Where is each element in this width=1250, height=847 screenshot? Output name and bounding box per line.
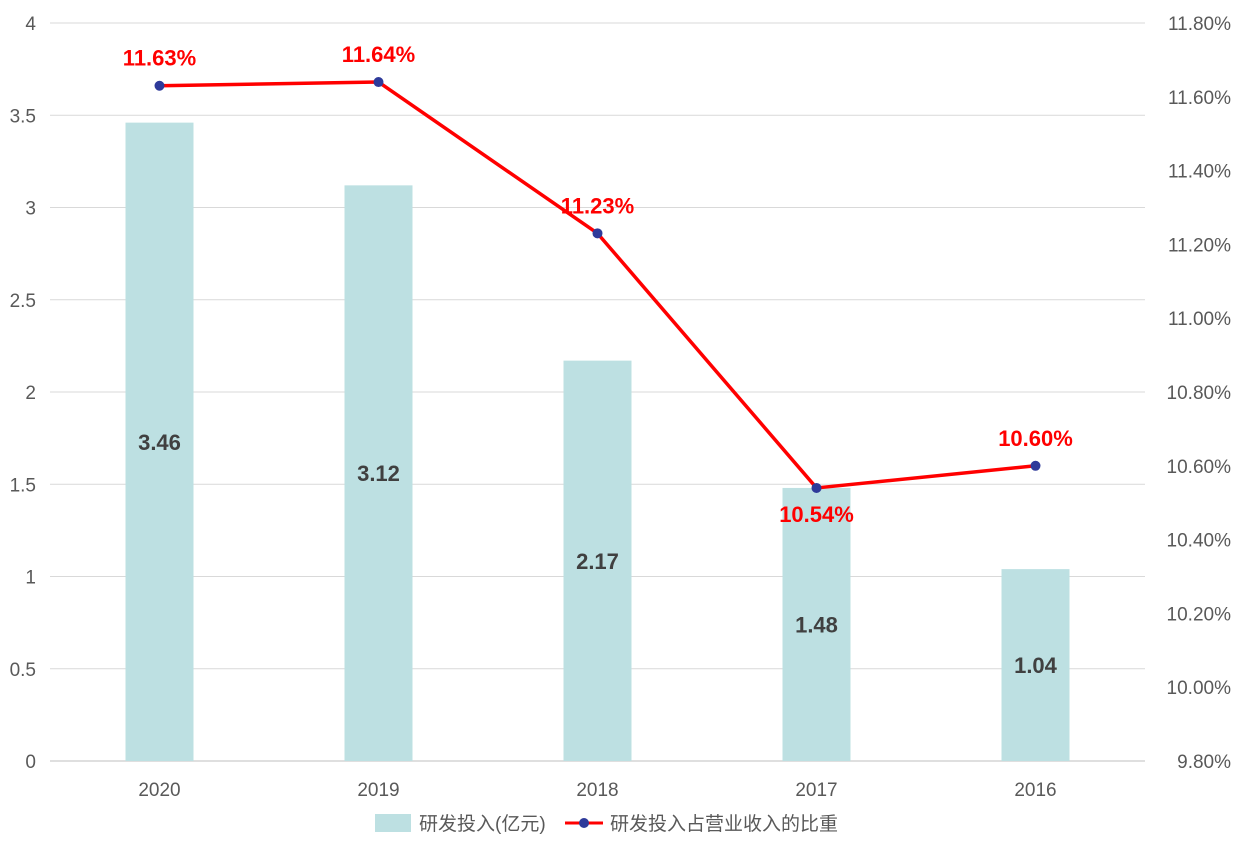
left-tick-label: 1 — [25, 568, 36, 589]
line-point — [592, 228, 603, 239]
right-tick-label: 10.60% — [1167, 457, 1232, 478]
left-tick-label: 4 — [25, 14, 36, 35]
x-tick-label: 2020 — [138, 780, 180, 801]
left-tick-label: 0 — [25, 752, 36, 773]
bar-series — [125, 122, 1070, 762]
bar-data-labels: 3.46 3.12 2.17 1.48 1.04 — [138, 430, 1058, 678]
x-tick-label: 2017 — [795, 780, 837, 801]
right-tick-label: 11.00% — [1168, 309, 1231, 330]
line-point — [1030, 460, 1041, 471]
line-point — [154, 80, 165, 91]
right-tick-label: 11.80% — [1168, 14, 1231, 35]
right-tick-label: 11.40% — [1168, 162, 1231, 183]
right-axis-ticks: 9.80% 10.00% 10.20% 10.40% 10.60% 10.80% 11.00… — [1167, 14, 1232, 773]
bar — [1001, 569, 1070, 761]
right-tick-label: 11.60% — [1168, 88, 1231, 109]
left-tick-label: 2.5 — [10, 291, 36, 312]
left-tick-label: 0.5 — [10, 660, 36, 681]
line-value-label: 11.64% — [342, 42, 415, 67]
right-tick-label: 9.80% — [1177, 752, 1231, 773]
x-axis-ticks: 2020 2019 2018 2017 2016 — [138, 780, 1056, 801]
right-tick-label: 10.20% — [1167, 604, 1232, 625]
left-axis-ticks: 0 0.5 1 1.5 2 2.5 3 3.5 4 — [10, 14, 37, 773]
x-tick-label: 2019 — [357, 780, 399, 801]
bar-value-label: 3.46 — [138, 430, 181, 455]
line-data-labels: 11.63% 11.64% 11.23% 10.54% 10.60% — [123, 42, 1073, 527]
line-value-label: 10.54% — [779, 502, 854, 527]
left-tick-label: 3 — [25, 199, 36, 220]
x-tick-label: 2018 — [576, 780, 618, 801]
right-tick-label: 10.80% — [1167, 383, 1232, 404]
x-tick-label: 2016 — [1014, 780, 1056, 801]
bar — [125, 122, 194, 761]
line-point — [373, 77, 384, 88]
bar-value-label: 1.48 — [795, 612, 838, 637]
legend-label-line: 研发投入占营业收入的比重 — [610, 813, 838, 835]
legend-swatch-marker — [579, 818, 589, 828]
line-value-label: 10.60% — [998, 426, 1073, 451]
right-tick-label: 11.20% — [1168, 235, 1231, 256]
bar — [344, 185, 413, 762]
line-value-label: 11.23% — [561, 193, 634, 218]
left-tick-label: 2 — [25, 383, 36, 404]
right-tick-label: 10.00% — [1167, 678, 1232, 699]
line-point — [811, 482, 822, 493]
left-tick-label: 3.5 — [10, 106, 36, 127]
bar-value-label: 2.17 — [576, 549, 619, 574]
legend: 研发投入(亿元) 研发投入占营业收入的比重 — [375, 813, 838, 835]
left-tick-label: 1.5 — [10, 475, 36, 496]
bar — [782, 487, 851, 761]
legend-swatch-bar — [375, 814, 411, 832]
line-value-label: 11.63% — [123, 46, 196, 71]
line-series — [154, 77, 1041, 493]
bar-value-label: 3.12 — [357, 461, 400, 486]
bar-value-label: 1.04 — [1014, 653, 1058, 678]
right-tick-label: 10.40% — [1167, 531, 1232, 552]
bar — [563, 360, 632, 761]
legend-label-bar: 研发投入(亿元) — [419, 813, 546, 835]
